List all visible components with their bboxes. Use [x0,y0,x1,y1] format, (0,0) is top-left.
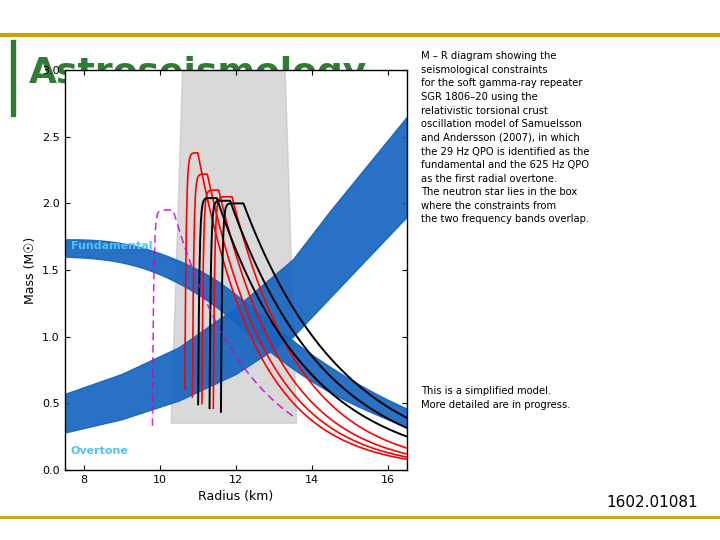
Text: M – R diagram showing the
seismological constraints
for the soft gamma-ray repea: M – R diagram showing the seismological … [421,51,590,225]
Polygon shape [171,70,297,423]
Y-axis label: Mass (M☉): Mass (M☉) [24,237,37,303]
Text: Overtone: Overtone [71,447,128,456]
Text: Fundamental: Fundamental [71,241,152,251]
Text: Astroseismology: Astroseismology [29,56,367,90]
X-axis label: Radius (km): Radius (km) [198,490,274,503]
Bar [11,40,15,116]
Text: This is a simplified model.
More detailed are in progress.: This is a simplified model. More detaile… [421,386,571,410]
Text: 1602.01081: 1602.01081 [607,495,698,510]
